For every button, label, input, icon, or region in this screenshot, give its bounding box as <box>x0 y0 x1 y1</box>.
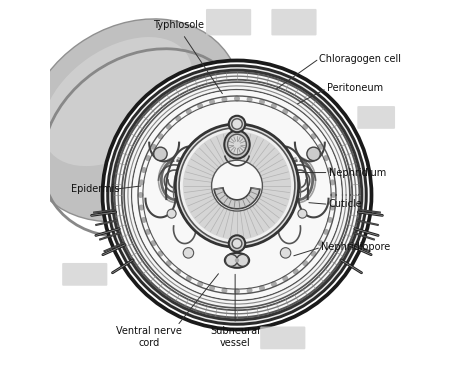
Circle shape <box>137 192 144 198</box>
Circle shape <box>327 217 333 223</box>
Circle shape <box>329 205 336 210</box>
Circle shape <box>151 144 156 150</box>
Circle shape <box>271 103 277 109</box>
Circle shape <box>151 240 156 246</box>
Circle shape <box>259 285 265 291</box>
FancyBboxPatch shape <box>62 263 107 286</box>
Circle shape <box>221 288 228 294</box>
Ellipse shape <box>42 37 192 166</box>
Circle shape <box>237 254 248 266</box>
FancyBboxPatch shape <box>260 327 305 349</box>
Circle shape <box>323 229 329 235</box>
Circle shape <box>235 258 239 262</box>
Circle shape <box>175 116 182 122</box>
Circle shape <box>100 58 374 332</box>
Ellipse shape <box>224 130 250 159</box>
Text: Ventral nerve
cord: Ventral nerve cord <box>116 326 182 348</box>
Circle shape <box>280 248 291 258</box>
Circle shape <box>132 90 342 300</box>
Circle shape <box>232 119 242 129</box>
Circle shape <box>183 132 291 240</box>
Circle shape <box>179 128 295 243</box>
Circle shape <box>282 108 288 114</box>
Text: Nephridiopore: Nephridiopore <box>321 242 390 252</box>
Circle shape <box>157 133 164 139</box>
Circle shape <box>209 99 215 105</box>
Circle shape <box>211 160 263 211</box>
Circle shape <box>234 96 240 102</box>
FancyBboxPatch shape <box>206 9 251 36</box>
Circle shape <box>298 209 307 218</box>
Circle shape <box>246 96 253 102</box>
Circle shape <box>183 248 194 258</box>
Ellipse shape <box>228 134 246 155</box>
Circle shape <box>292 268 299 274</box>
Circle shape <box>186 108 192 114</box>
Circle shape <box>138 179 145 185</box>
Circle shape <box>138 205 145 210</box>
Circle shape <box>141 167 147 173</box>
Circle shape <box>310 133 317 139</box>
Circle shape <box>307 147 320 160</box>
Circle shape <box>186 276 192 282</box>
Ellipse shape <box>225 253 249 268</box>
PathPatch shape <box>214 188 260 209</box>
Circle shape <box>154 147 167 160</box>
Circle shape <box>318 240 323 246</box>
Circle shape <box>157 251 164 257</box>
Circle shape <box>221 96 228 102</box>
Text: Nephridium: Nephridium <box>328 168 386 177</box>
Circle shape <box>109 67 365 323</box>
Circle shape <box>327 167 333 173</box>
Circle shape <box>167 209 176 218</box>
Circle shape <box>234 288 240 294</box>
Circle shape <box>166 124 172 130</box>
Circle shape <box>323 155 329 161</box>
Circle shape <box>229 236 245 252</box>
Circle shape <box>209 285 215 291</box>
Circle shape <box>145 155 151 161</box>
Circle shape <box>310 251 317 257</box>
Circle shape <box>282 276 288 282</box>
Ellipse shape <box>23 19 241 222</box>
Circle shape <box>302 124 308 130</box>
FancyBboxPatch shape <box>272 9 317 36</box>
Circle shape <box>123 81 351 309</box>
Circle shape <box>114 72 360 318</box>
Circle shape <box>106 64 368 326</box>
Circle shape <box>292 116 299 122</box>
Circle shape <box>226 254 237 266</box>
FancyBboxPatch shape <box>357 106 395 129</box>
Circle shape <box>175 268 182 274</box>
Circle shape <box>111 69 363 321</box>
Circle shape <box>259 99 265 105</box>
Text: Cuticle: Cuticle <box>328 200 362 209</box>
Circle shape <box>141 217 147 223</box>
Circle shape <box>271 281 277 287</box>
Circle shape <box>145 229 151 235</box>
Circle shape <box>229 116 245 132</box>
Circle shape <box>302 260 308 266</box>
Circle shape <box>329 179 336 185</box>
Text: Chloragogen cell: Chloragogen cell <box>319 54 401 64</box>
Circle shape <box>318 144 323 150</box>
Circle shape <box>197 103 203 109</box>
Text: Epidermis: Epidermis <box>71 184 119 194</box>
Circle shape <box>232 238 242 248</box>
Circle shape <box>166 260 172 266</box>
Circle shape <box>197 281 203 287</box>
Circle shape <box>330 192 337 198</box>
Text: Subneural
vessel: Subneural vessel <box>210 326 260 348</box>
Text: Peritoneum: Peritoneum <box>327 84 383 93</box>
Circle shape <box>175 124 299 247</box>
Circle shape <box>104 62 370 328</box>
Text: Typhlosole: Typhlosole <box>153 20 204 30</box>
Circle shape <box>246 288 253 294</box>
